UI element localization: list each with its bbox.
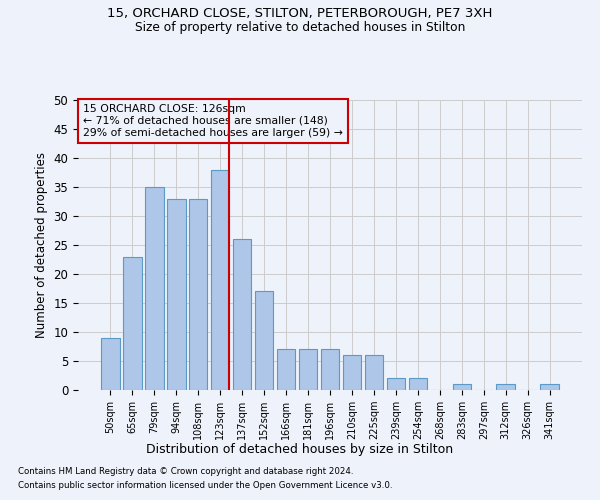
Text: Contains HM Land Registry data © Crown copyright and database right 2024.: Contains HM Land Registry data © Crown c… <box>18 467 353 476</box>
Bar <box>320 350 340 390</box>
Bar <box>452 384 471 390</box>
Text: 15 ORCHARD CLOSE: 126sqm
← 71% of detached houses are smaller (148)
29% of semi-: 15 ORCHARD CLOSE: 126sqm ← 71% of detach… <box>83 104 343 138</box>
Y-axis label: Number of detached properties: Number of detached properties <box>35 152 48 338</box>
Bar <box>277 350 295 390</box>
Text: 15, ORCHARD CLOSE, STILTON, PETERBOROUGH, PE7 3XH: 15, ORCHARD CLOSE, STILTON, PETERBOROUGH… <box>107 8 493 20</box>
Bar <box>299 350 317 390</box>
Bar <box>255 292 274 390</box>
Bar <box>541 384 559 390</box>
Bar <box>233 239 251 390</box>
Bar <box>343 355 361 390</box>
Bar <box>189 198 208 390</box>
Bar <box>386 378 405 390</box>
Text: Contains public sector information licensed under the Open Government Licence v3: Contains public sector information licen… <box>18 481 392 490</box>
Bar <box>496 384 515 390</box>
Bar <box>167 198 185 390</box>
Bar <box>211 170 229 390</box>
Text: Size of property relative to detached houses in Stilton: Size of property relative to detached ho… <box>135 21 465 34</box>
Bar <box>101 338 119 390</box>
Text: Distribution of detached houses by size in Stilton: Distribution of detached houses by size … <box>146 442 454 456</box>
Bar <box>365 355 383 390</box>
Bar <box>123 256 142 390</box>
Bar <box>409 378 427 390</box>
Bar <box>145 187 164 390</box>
